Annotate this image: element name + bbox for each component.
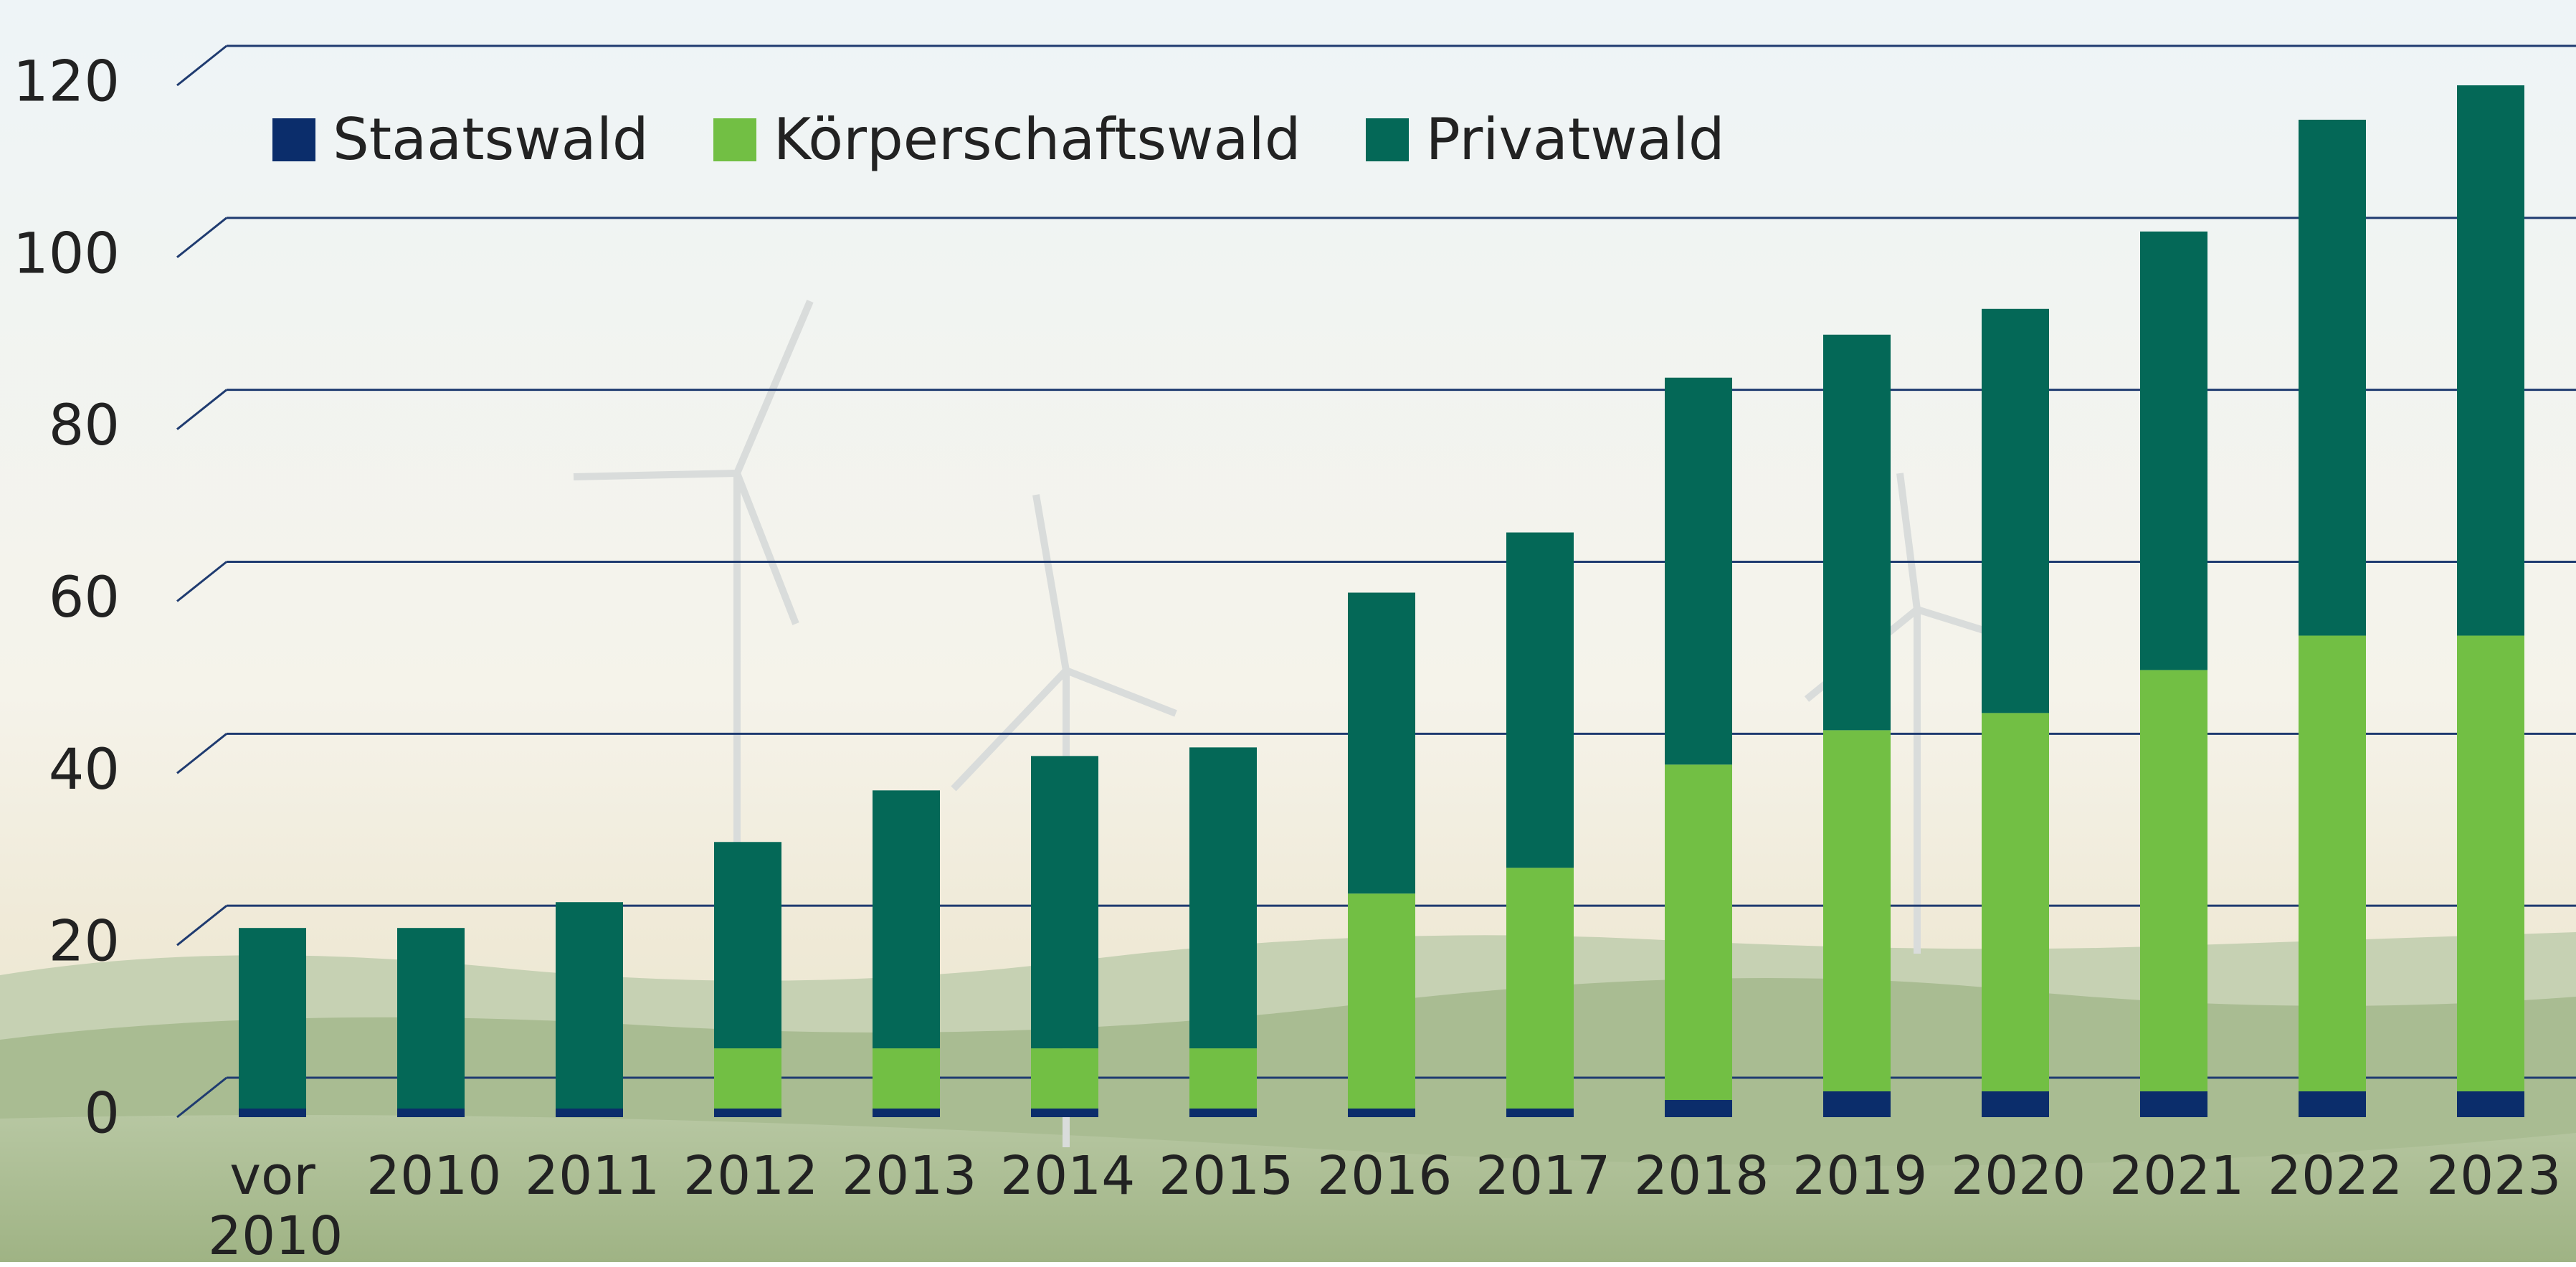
legend-label: Körperschaftswald: [774, 106, 1301, 173]
bar-segment: [1982, 1091, 2049, 1117]
y-tick-label: 60: [49, 566, 120, 630]
bar-segment: [1031, 1048, 1098, 1109]
y-tick-label: 120: [13, 49, 120, 114]
bar-segment: [1506, 868, 1574, 1109]
legend-item: Körperschaftswald: [713, 106, 1301, 173]
bar-segment: [1982, 309, 2049, 713]
x-tick-label: 2010: [366, 1146, 495, 1206]
bar-segment: [2457, 85, 2524, 635]
bar-segment: [2457, 635, 2524, 1091]
bar-segment: [714, 1109, 781, 1117]
bar-segment: [1506, 1109, 1574, 1117]
legend-label: Staatswald: [333, 106, 649, 173]
bar-segment: [2457, 1091, 2524, 1117]
y-tick-label: 100: [13, 222, 120, 286]
x-tick-label: 2017: [1475, 1146, 1605, 1206]
bar-segment: [1823, 1091, 1891, 1117]
x-tick-label: 2019: [1792, 1146, 1921, 1206]
legend-item: Privatwald: [1366, 106, 1725, 173]
bar-segment: [556, 902, 623, 1109]
x-tick-label: 2016: [1317, 1146, 1446, 1206]
x-tick-label: 2015: [1159, 1146, 1288, 1206]
x-tick-label: 2013: [842, 1146, 971, 1206]
bar-segment: [1665, 764, 1732, 1100]
x-tick-label: 2011: [525, 1146, 654, 1206]
x-tick-label: 2018: [1634, 1146, 1763, 1206]
bar-segment: [1665, 378, 1732, 765]
bar-segment: [714, 842, 781, 1048]
bar-segment: [1348, 893, 1415, 1109]
bar-segment: [1823, 730, 1891, 1091]
legend-swatch: [713, 118, 756, 161]
x-tick-label: 2014: [1000, 1146, 1129, 1206]
bar-segment: [2299, 1091, 2366, 1117]
bar-segment: [1189, 747, 1257, 1048]
bar-segment: [873, 1048, 940, 1109]
bar-segment: [2140, 670, 2207, 1091]
bar-segment: [2299, 120, 2366, 636]
x-tick-label: 2021: [2109, 1146, 2238, 1206]
x-tick-label: 2022: [2268, 1146, 2397, 1206]
legend-label: Privatwald: [1426, 106, 1725, 173]
bar-segment: [1189, 1048, 1257, 1109]
bar-segment: [1348, 1109, 1415, 1117]
legend: Staatswald Körperschaftswald Privatwald: [272, 106, 1725, 173]
page: 0 20 40 60 80 100 120 Staatswald Körperschaftsw…: [0, 0, 2576, 1262]
bar-segment: [1031, 1109, 1098, 1117]
bar-segment: [397, 928, 465, 1109]
bar-segment: [2140, 232, 2207, 670]
bar-segment: [1031, 756, 1098, 1048]
x-tick-label: vor 2010: [208, 1146, 337, 1266]
bar-segment: [1348, 593, 1415, 894]
bar-segment: [1665, 1100, 1732, 1117]
legend-item: Staatswald: [272, 106, 649, 173]
bar-segment: [556, 1109, 623, 1117]
bar-segment: [2299, 635, 2366, 1091]
legend-swatch: [1366, 118, 1409, 161]
y-tick-label: 80: [49, 394, 120, 458]
bar-segment: [1506, 533, 1574, 868]
x-tick-label: 2023: [2426, 1146, 2555, 1206]
bar-segment: [2140, 1091, 2207, 1117]
bar-segment: [873, 790, 940, 1048]
y-tick-label: 20: [49, 910, 120, 974]
bar-segment: [873, 1109, 940, 1117]
bar-segment: [714, 1048, 781, 1109]
bar-segment: [239, 928, 306, 1109]
bar-segment: [1823, 335, 1891, 731]
bar-segment: [1982, 713, 2049, 1091]
x-tick-label: 2020: [1951, 1146, 2080, 1206]
bar-segment: [397, 1109, 465, 1117]
chart: 0 20 40 60 80 100 120: [0, 0, 2576, 1262]
y-tick-label: 0: [84, 1081, 120, 1146]
y-tick-label: 40: [49, 738, 120, 802]
x-tick-label: 2012: [683, 1146, 812, 1206]
legend-swatch: [272, 118, 315, 161]
bar-segment: [1189, 1109, 1257, 1117]
bar-segment: [239, 1109, 306, 1117]
